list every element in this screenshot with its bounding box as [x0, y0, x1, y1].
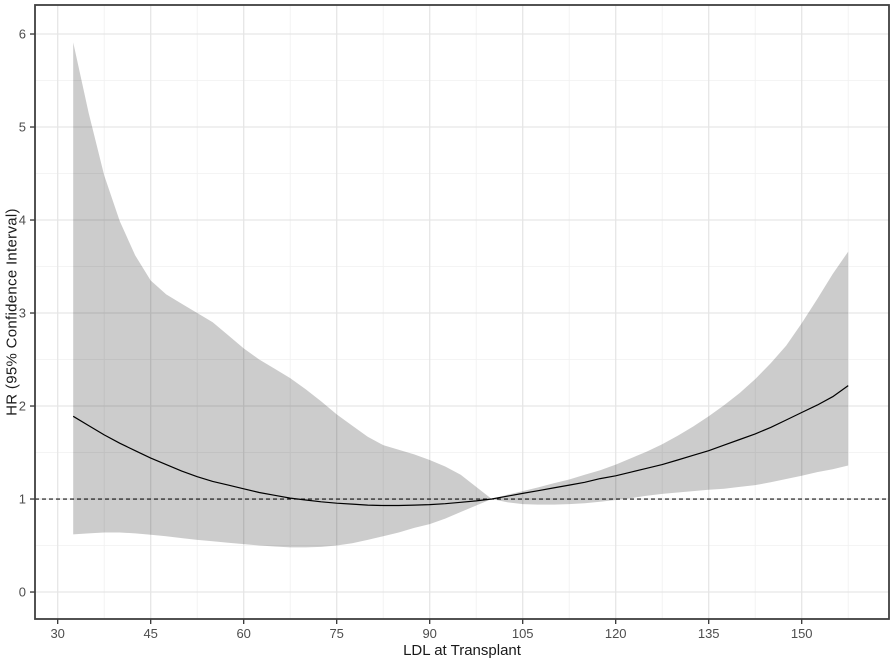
y-axis-title: HR (95% Confidence Interval): [3, 208, 21, 416]
y-tick-label: 6: [19, 27, 26, 42]
x-tick-label: 105: [512, 626, 534, 641]
x-tick-label: 150: [791, 626, 813, 641]
y-tick-label: 5: [19, 120, 26, 135]
gridlines: [35, 5, 889, 619]
x-axis-title: LDL at Transplant: [403, 642, 521, 659]
y-tick-label: 1: [19, 492, 26, 507]
y-tick-label: 0: [19, 585, 26, 600]
x-tick-label: 60: [236, 626, 250, 641]
panel-background: [35, 5, 889, 619]
x-tick-label: 75: [329, 626, 343, 641]
x-tick-label: 135: [698, 626, 720, 641]
y-tick-label: 2: [19, 399, 26, 414]
x-tick-label: 90: [422, 626, 436, 641]
confidence-ribbon: [73, 42, 849, 548]
x-tick-label: 120: [605, 626, 627, 641]
panel-border: [34, 4, 890, 620]
hr-estimate-curve: [72, 385, 849, 507]
x-tick-label: 30: [50, 626, 64, 641]
y-tick-label: 4: [19, 213, 26, 228]
y-tick-label: 3: [19, 306, 26, 321]
x-tick-label: 45: [143, 626, 157, 641]
